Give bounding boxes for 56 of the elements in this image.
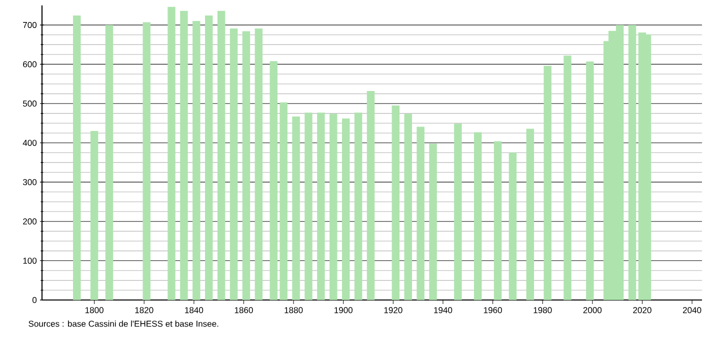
y-tick-label: 100 [23,258,37,264]
bar [628,24,636,300]
y-tick-label: 400 [22,140,37,146]
x-tick-label: 2040 [682,307,702,314]
bar [254,28,263,300]
x-tick-label: 1880 [284,307,303,314]
bar [205,16,213,300]
x-tick-label: 1960 [484,307,502,314]
bar [192,21,200,300]
bar [586,62,594,300]
bar [508,152,517,300]
x-tick-label: 1840 [185,307,204,314]
bar [230,28,238,300]
y-tick-label: 0 [32,296,37,304]
y-tick-label: 300 [22,179,37,186]
bar [454,124,462,300]
bar [317,112,325,300]
bar [180,10,188,300]
x-tick-label: 1860 [234,307,253,314]
bar [168,6,176,300]
bar [544,66,552,300]
x-tick-label: 2000 [583,307,602,314]
y-tick-label: 200 [23,218,37,224]
bar [142,22,150,300]
bar [90,131,98,300]
bar [354,112,362,300]
bar [366,90,375,300]
bar [280,102,288,300]
x-tick-label: 1980 [534,307,552,314]
x-tick-label: 1800 [85,307,104,314]
x-tick-label: 1940 [434,307,452,314]
bar [342,118,350,300]
bar [270,61,278,300]
source-note: Sources : base Cassini de l'EHESS et base Insee. [28,320,218,327]
bar [330,114,338,300]
x-tick-label: 1920 [384,307,402,314]
bar [416,126,424,300]
bar [564,56,572,300]
bar [292,116,300,300]
y-tick-label: 500 [22,100,37,107]
bar [217,10,226,300]
bar [474,132,482,300]
bar [105,24,114,300]
bar [304,112,312,300]
x-tick-label: 2020 [633,307,652,314]
bar [494,141,502,300]
bar [73,16,81,300]
bar [242,31,250,300]
bar [429,144,437,300]
y-tick-label: 700 [23,22,37,28]
x-tick-label: 1900 [334,307,353,314]
bar [526,128,534,300]
bar [404,114,412,300]
bar [392,106,400,300]
x-tick-label: 1820 [135,307,154,314]
y-tick-label: 600 [23,61,37,68]
